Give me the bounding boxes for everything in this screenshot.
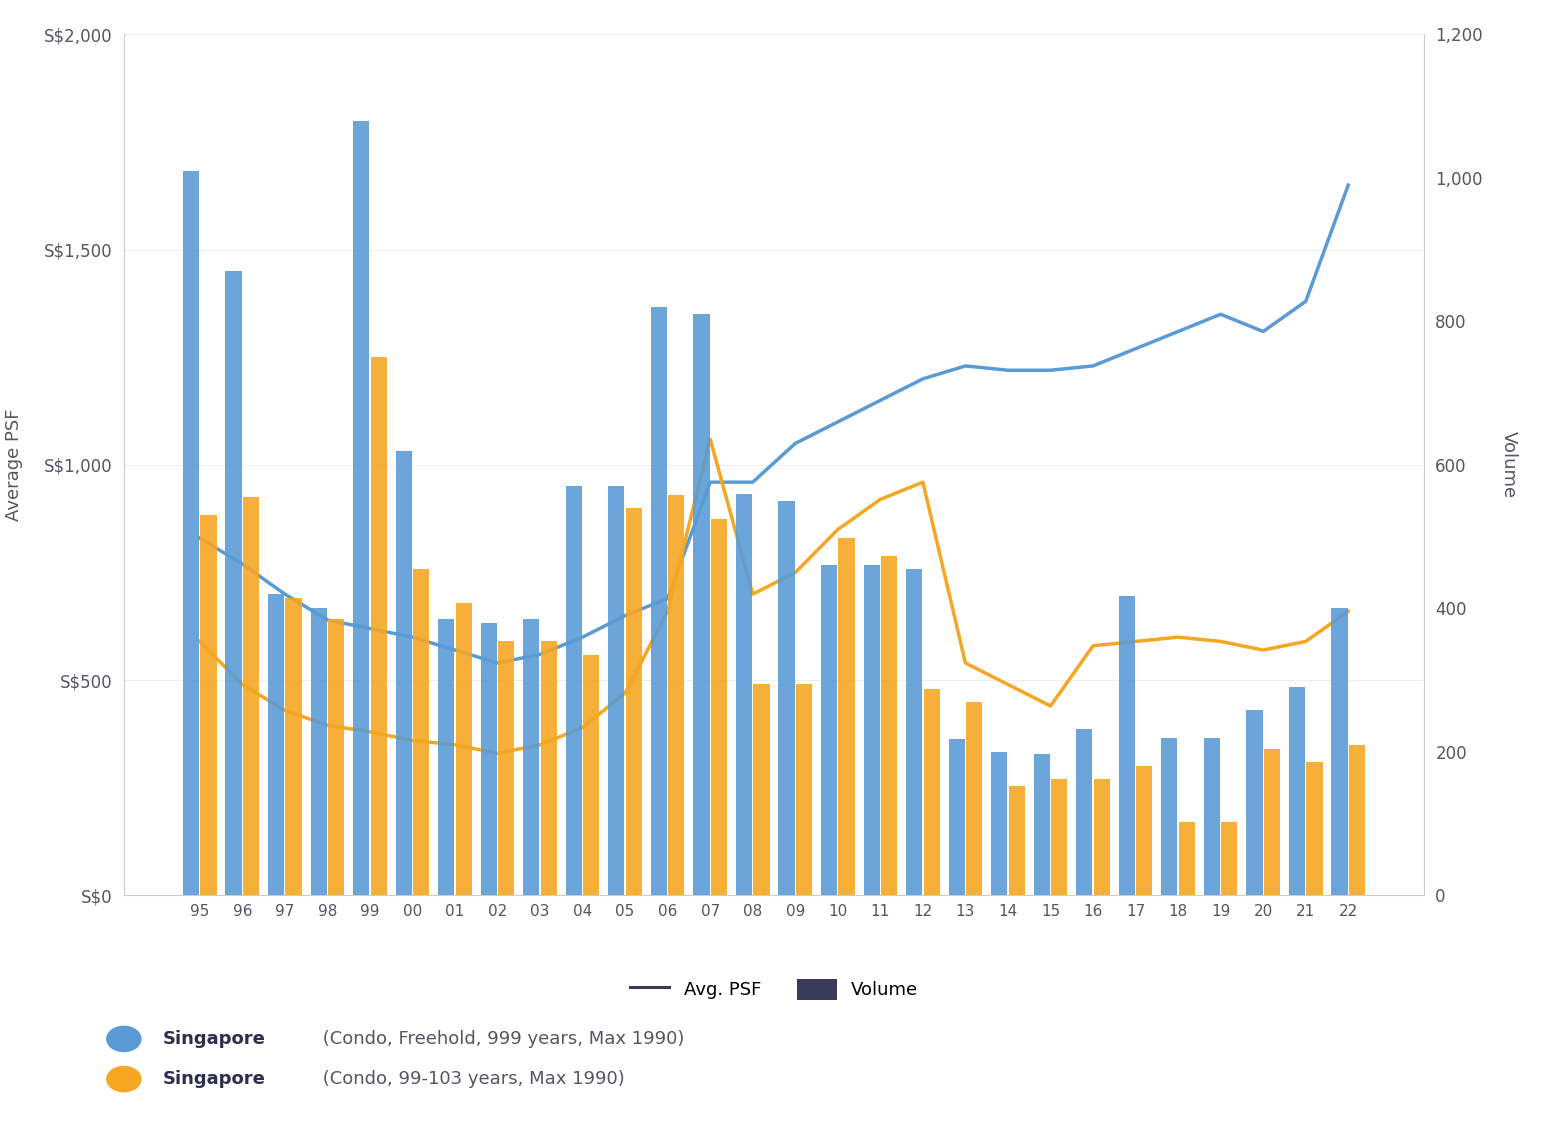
Bar — [1009, 786, 1025, 895]
Text: Singapore: Singapore — [163, 1070, 265, 1088]
Bar — [584, 656, 599, 895]
Bar — [1246, 711, 1263, 895]
Bar — [1034, 754, 1050, 895]
Bar — [370, 357, 387, 895]
Bar — [1348, 745, 1365, 895]
Bar — [949, 739, 964, 895]
Bar — [1289, 688, 1305, 895]
Bar — [1331, 608, 1348, 895]
Bar — [396, 451, 412, 895]
Bar — [991, 752, 1008, 895]
Y-axis label: Volume: Volume — [1500, 432, 1517, 498]
Bar — [1051, 779, 1067, 895]
Bar — [650, 308, 667, 895]
Bar — [694, 315, 709, 895]
Bar — [243, 497, 259, 895]
Bar — [1119, 596, 1135, 895]
Bar — [523, 619, 539, 895]
Bar — [1204, 738, 1220, 895]
Text: Singapore: Singapore — [163, 1030, 265, 1048]
Bar — [1094, 779, 1110, 895]
Bar — [481, 622, 497, 895]
Bar — [226, 271, 241, 895]
Bar — [1136, 767, 1152, 895]
Bar — [1221, 822, 1237, 895]
Bar — [200, 515, 217, 895]
Bar — [285, 598, 302, 895]
Bar — [183, 171, 200, 895]
Bar — [1076, 729, 1093, 895]
Bar — [438, 619, 454, 895]
Bar — [1161, 738, 1178, 895]
Y-axis label: Average PSF: Average PSF — [5, 409, 23, 521]
Bar — [565, 487, 582, 895]
Bar — [881, 556, 898, 895]
Legend: Avg. PSF, Volume: Avg. PSF, Volume — [622, 971, 926, 1007]
Bar — [779, 501, 794, 895]
Bar — [1263, 750, 1280, 895]
Bar — [669, 495, 684, 895]
Bar — [966, 701, 983, 895]
Bar — [353, 121, 370, 895]
Bar — [498, 641, 514, 895]
Bar — [754, 684, 769, 895]
Bar — [820, 565, 837, 895]
Bar — [625, 507, 642, 895]
Bar — [608, 487, 624, 895]
Bar — [839, 538, 854, 895]
Bar — [796, 684, 813, 895]
Bar — [1307, 762, 1322, 895]
Bar — [864, 565, 879, 895]
Bar — [711, 519, 728, 895]
Bar — [268, 595, 285, 895]
Text: (Condo, Freehold, 999 years, Max 1990): (Condo, Freehold, 999 years, Max 1990) — [317, 1030, 684, 1048]
Bar — [540, 641, 557, 895]
Bar — [413, 569, 429, 895]
Bar — [735, 494, 752, 895]
Text: (Condo, 99-103 years, Max 1990): (Condo, 99-103 years, Max 1990) — [317, 1070, 625, 1088]
Bar — [311, 608, 327, 895]
Bar — [906, 569, 923, 895]
Bar — [455, 603, 472, 895]
Bar — [328, 619, 344, 895]
Bar — [1178, 822, 1195, 895]
Bar — [924, 689, 940, 895]
